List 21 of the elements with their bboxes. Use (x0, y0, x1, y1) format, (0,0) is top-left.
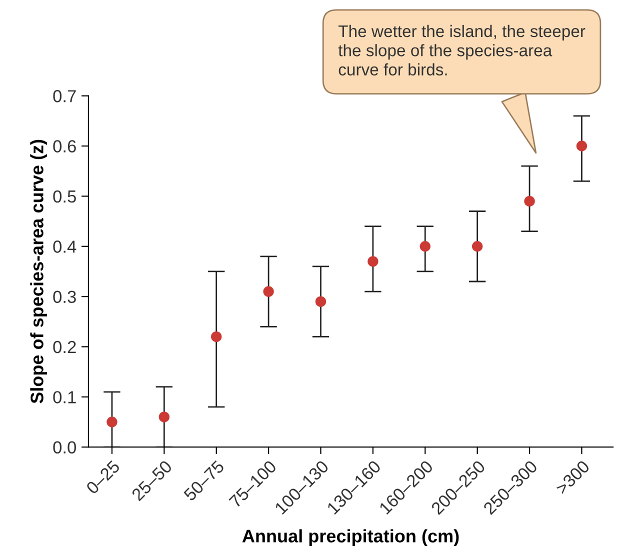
point (158, 412, 170, 422)
y-tick-label: 0.3 (53, 290, 76, 304)
point (263, 286, 274, 297)
y-axis-title: Slope of species-area curve (z) (30, 140, 47, 404)
y-tick-label: 0.7 (53, 90, 76, 102)
x-axis-title: Annual precipitation (cm) (242, 529, 459, 546)
y-tick-label: 0.1 (53, 391, 76, 404)
text: The wetter the island, the steeper the slope of the species-area curve for birds. (338, 24, 586, 76)
y-tick-label: 0.5 (53, 190, 76, 203)
point (211, 331, 222, 342)
y-tick-label: 0.4 (53, 240, 76, 253)
point (576, 140, 588, 152)
point (472, 241, 483, 252)
point (420, 241, 430, 252)
point (368, 256, 378, 267)
y-tick-label: 0.0 (53, 441, 76, 454)
point (106, 416, 118, 428)
point (524, 196, 535, 207)
point (315, 296, 326, 307)
y-tick-label: 0.2 (53, 340, 76, 354)
y-tick-label: 0.6 (53, 140, 76, 152)
